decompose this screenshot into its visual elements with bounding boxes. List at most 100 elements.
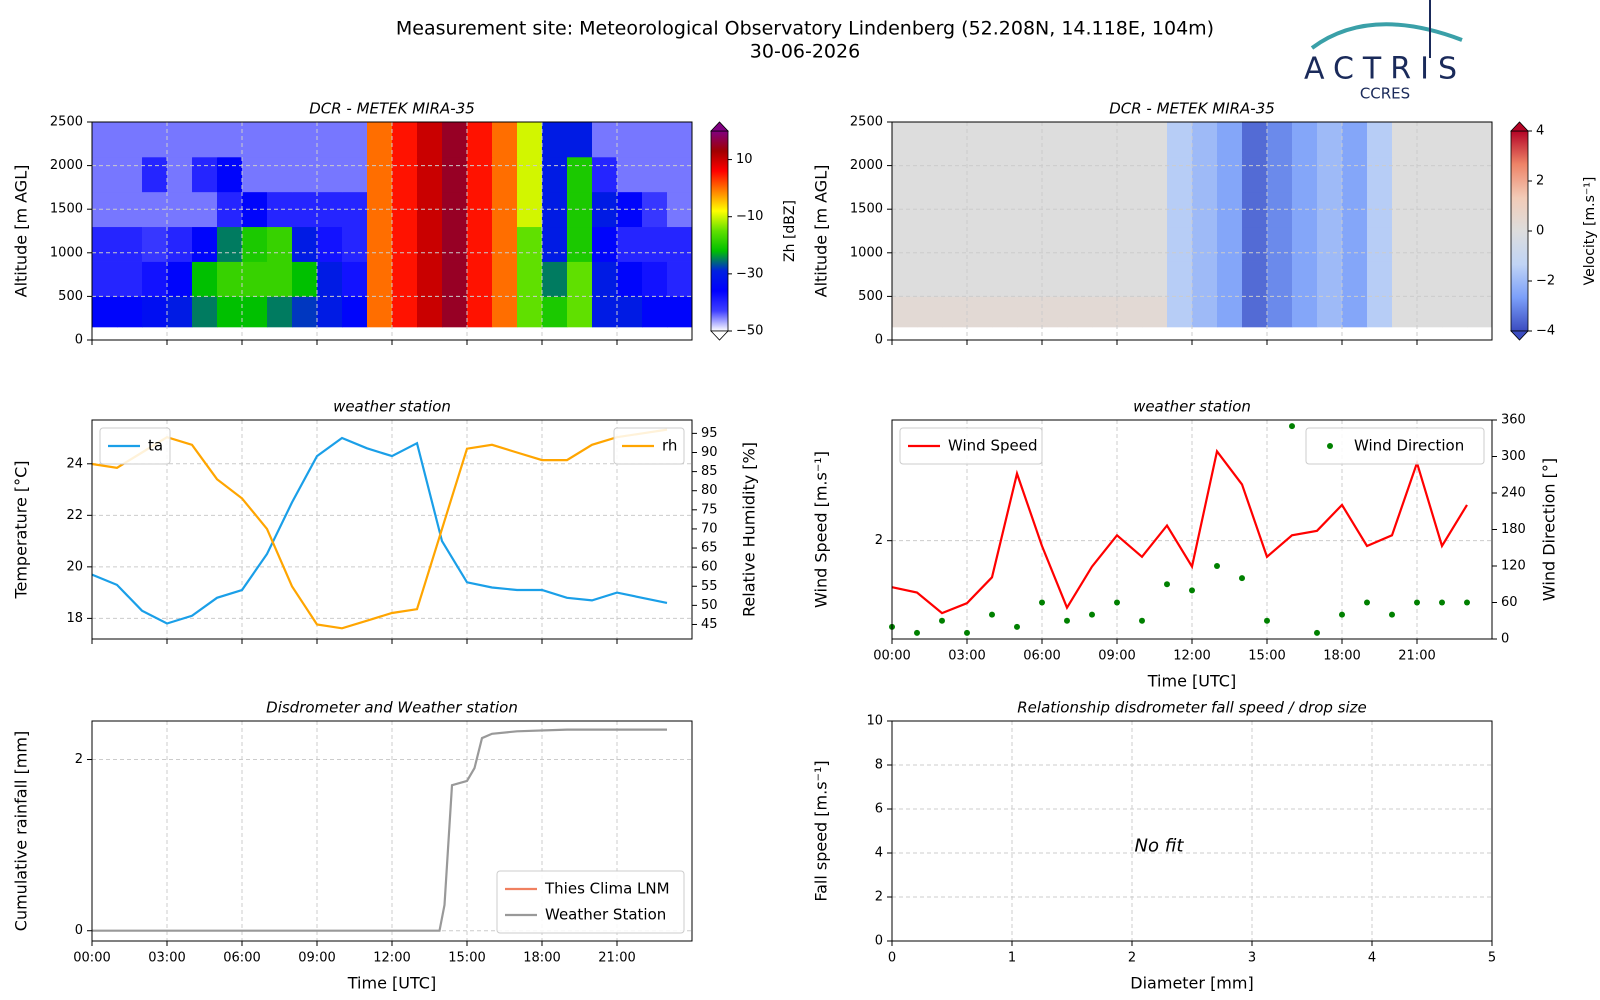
heatmap-cell (1142, 226, 1168, 262)
marker (989, 611, 995, 618)
y2-tick-label: 90 (701, 445, 718, 460)
heatmap-cell (1217, 122, 1243, 158)
heatmap-cell (1217, 261, 1243, 297)
x-axis-label: Time [UTC] (347, 974, 436, 993)
heatmap-cell (417, 226, 443, 262)
heatmap-cell (392, 296, 418, 328)
marker (1139, 617, 1145, 624)
panel: No fit Relationship disdrometer fall spee… (812, 699, 1497, 993)
y-tick-label: 0 (875, 934, 883, 949)
heatmap-cell (1167, 261, 1193, 297)
heatmap-cell (242, 261, 268, 297)
x-tick-label: 09:00 (1098, 649, 1135, 664)
heatmap-cell (892, 296, 918, 328)
heatmap-cell (1392, 226, 1418, 262)
heatmap-cell (192, 296, 218, 328)
series-line (891, 448, 1468, 615)
heatmap-cell (917, 122, 943, 158)
heatmap-cell (242, 122, 268, 158)
heatmap-cell (417, 156, 443, 193)
heatmap-cell (1367, 261, 1393, 297)
heatmap-cell (967, 122, 993, 158)
heatmap-cell (242, 226, 268, 262)
heatmap-cell (1092, 156, 1118, 193)
heatmap-cell (1067, 296, 1093, 328)
y-tick-label: 500 (858, 289, 883, 304)
y-tick-label: 2000 (850, 158, 883, 173)
heatmap-cell (317, 261, 343, 297)
heatmap-cell (1167, 226, 1193, 262)
legend: Wind Direction (1305, 427, 1485, 465)
y-tick-label: 1500 (50, 202, 83, 217)
plot-area (92, 122, 693, 328)
heatmap-cell (1467, 226, 1493, 262)
heatmap-cell (117, 122, 143, 158)
heatmap-cell (1442, 122, 1468, 158)
heatmap-cell (1167, 156, 1193, 193)
heatmap-cell (1392, 261, 1418, 297)
y-tick-label: 0 (75, 923, 83, 938)
heatmap-cell (1042, 156, 1068, 193)
heatmap-cell (967, 226, 993, 262)
heatmap-cell (1217, 156, 1243, 193)
legend: ta (99, 427, 171, 465)
series-line (92, 728, 667, 932)
y2-tick-label: 85 (701, 464, 718, 479)
heatmap-cell (1067, 122, 1093, 158)
heatmap-cell (442, 122, 468, 158)
heatmap-cell (542, 226, 568, 262)
marker (1414, 599, 1420, 606)
heatmap-cell (592, 261, 618, 297)
heatmap-cell (167, 156, 193, 193)
heatmap-cell (917, 156, 943, 193)
axes: Relationship disdrometer fall speed / dr… (812, 699, 1497, 993)
heatmap-cell (417, 296, 443, 328)
legend-label: rh (662, 437, 677, 455)
heatmap-cell (567, 296, 593, 328)
heatmap-cell (667, 296, 693, 328)
marker (1064, 617, 1070, 624)
y2-tick-label: 240 (1501, 486, 1526, 501)
x-tick-label: 06:00 (1023, 649, 1060, 664)
panel: Disdrometer and Weather station Cumulativ… (12, 699, 693, 993)
marker (1364, 599, 1370, 606)
heatmap-cell (1242, 226, 1268, 262)
y-axis-label: Temperature [°C] (12, 460, 31, 599)
x-tick-label: 5 (1488, 951, 1496, 966)
heatmap-cell (942, 261, 968, 297)
heatmap-cell (992, 122, 1018, 158)
heatmap-cell (1367, 296, 1393, 328)
axes: weather station Temperature [°C] Relative … (12, 398, 759, 644)
panel: DCR - METEK MIRA-35 Altitude [m AGL] 0 500 1… (12, 100, 799, 348)
heatmap-cell (1417, 261, 1443, 297)
heatmap-cell (142, 261, 168, 297)
x-tick-label: 21:00 (598, 951, 635, 966)
heatmap-cell (1192, 296, 1218, 328)
heatmap-cell (667, 156, 693, 193)
legend-box (899, 427, 1043, 465)
heatmap-cell (517, 261, 543, 297)
marker (1464, 599, 1470, 606)
heatmap-cell (942, 156, 968, 193)
heatmap-cell (592, 296, 618, 328)
y-tick-label: 1000 (850, 245, 883, 260)
colorbar-tick-label: −30 (736, 266, 763, 281)
heatmap-cell (1267, 296, 1293, 328)
heatmap-cell (292, 296, 318, 328)
heatmap-cell (542, 296, 568, 328)
heatmap-cell (917, 226, 943, 262)
heatmap-cell (392, 226, 418, 262)
heatmap-cell (292, 226, 318, 262)
y2-tick-label: 95 (701, 426, 718, 441)
heatmap-cell (642, 122, 668, 158)
heatmap-cell (442, 296, 468, 328)
y2-tick-label: 0 (1501, 632, 1509, 647)
heatmap-cell (117, 261, 143, 297)
heatmap-cell (1467, 296, 1493, 328)
y-tick-label: 2 (875, 890, 883, 905)
y-tick-label: 0 (875, 333, 883, 348)
legend-box (1305, 427, 1485, 465)
heatmap-cell (142, 296, 168, 328)
heatmap-cell (442, 226, 468, 262)
y-axis-label: Fall speed [m.s⁻¹] (812, 760, 831, 901)
